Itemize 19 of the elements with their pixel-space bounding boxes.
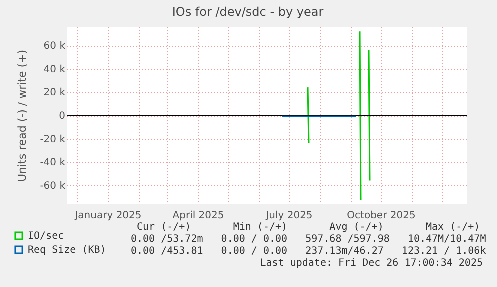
- x-tick-label: July 2025: [265, 210, 313, 222]
- y-tick-label: -40 k: [40, 158, 66, 169]
- x-tick-label: October 2025: [347, 210, 416, 222]
- y-tick-label: 0: [59, 111, 66, 122]
- y-tick-label: -60 k: [40, 180, 66, 192]
- text: 0.00 /53.72m 0.00 / 0.00 597.68 /597.98 10.47M/10.47M: [131, 234, 486, 246]
- legend-label: IO/sec: [28, 231, 64, 242]
- y-tick-label: 20 k: [44, 88, 66, 99]
- x-tick-label: April 2025: [172, 210, 224, 222]
- y-tick-label: -20 k: [40, 134, 66, 146]
- text: 0.00 /453.81 0.00 / 0.00 237.13m/46.27 123.21 / 1.06k: [131, 246, 486, 258]
- text: Last update: Fri Dec 26 17:00:34 2025: [260, 258, 483, 270]
- y-axis-title: Units read (-) / write (+): [16, 50, 30, 182]
- legend-label: Req Size (KB): [28, 245, 106, 256]
- y-tick-label: 60 k: [44, 41, 66, 52]
- x-tick-label: January 2025: [74, 210, 142, 222]
- text: Cur (-/+) Min (-/+) Avg (-/+) Max (-/+): [136, 222, 480, 234]
- y-tick-label: 40 k: [44, 64, 66, 76]
- chart-title: IOs for /dev/sdc - by year: [172, 5, 324, 19]
